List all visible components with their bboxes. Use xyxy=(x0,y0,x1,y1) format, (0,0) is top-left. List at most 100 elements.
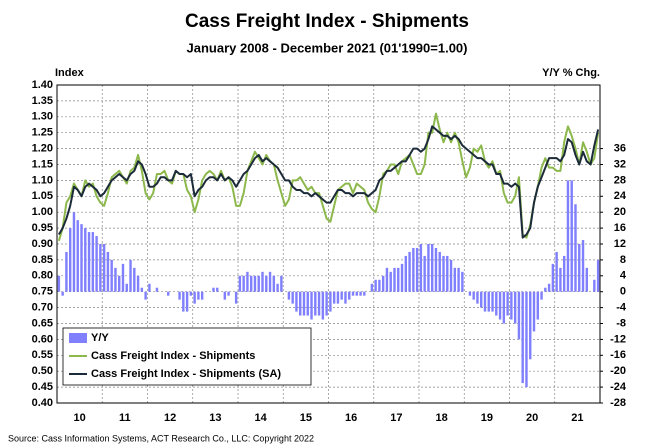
y2-tick-label: 28 xyxy=(614,174,626,186)
bar xyxy=(182,291,185,312)
y2-tick-label: 16 xyxy=(614,222,626,234)
bar xyxy=(348,291,351,300)
bar xyxy=(540,291,543,300)
bar xyxy=(242,275,245,292)
bar xyxy=(381,275,385,292)
y-tick-label: 0.95 xyxy=(32,222,53,234)
bar xyxy=(95,236,98,292)
bar xyxy=(555,251,558,292)
x-tick-label: 10 xyxy=(74,412,86,424)
bar xyxy=(578,244,581,292)
x-tick-label: 16 xyxy=(345,412,357,424)
y-tick-label: 0.60 xyxy=(32,333,53,345)
legend-swatch xyxy=(69,333,87,343)
bar xyxy=(265,275,268,292)
bar xyxy=(427,244,430,292)
y2-tick-label: -4 xyxy=(616,302,627,314)
y-tick-label: 0.80 xyxy=(32,270,53,282)
bar xyxy=(99,244,102,292)
bar xyxy=(559,267,562,292)
x-tick-label: 11 xyxy=(119,412,131,424)
bar xyxy=(547,283,551,292)
x-tick-label: 17 xyxy=(390,412,402,424)
bar xyxy=(133,267,136,292)
x-tick-label: 12 xyxy=(164,412,176,424)
bar xyxy=(280,275,283,292)
bar xyxy=(487,291,490,312)
chart-title: Cass Freight Index - Shipments xyxy=(185,11,469,32)
bar xyxy=(593,279,596,292)
bar xyxy=(400,263,404,292)
bar xyxy=(419,244,423,292)
y2-tick-label: 36 xyxy=(614,143,626,155)
bar xyxy=(472,291,475,300)
bar xyxy=(529,291,532,360)
y-tick-label: 0.70 xyxy=(32,302,53,314)
bar xyxy=(223,291,227,300)
x-tick-label: 21 xyxy=(571,412,583,424)
bar xyxy=(370,283,374,292)
bar xyxy=(129,259,132,292)
bar xyxy=(408,251,411,292)
bar xyxy=(302,291,306,316)
bar xyxy=(299,291,302,316)
y2-axis-label: Y/Y % Chg. xyxy=(542,67,600,79)
y2-tick-label: 0 xyxy=(620,286,626,298)
y2-tick-label: 24 xyxy=(614,190,627,202)
bar xyxy=(114,267,117,292)
y2-tick-label: -28 xyxy=(610,397,626,409)
bar xyxy=(513,291,517,324)
y-tick-label: 0.45 xyxy=(32,381,53,393)
bar xyxy=(234,291,238,304)
bar xyxy=(140,287,144,292)
bar xyxy=(498,291,502,320)
chart-subtitle: January 2008 - December 2021 (01'1990=1.… xyxy=(187,40,468,55)
x-tick-label: 19 xyxy=(481,412,493,424)
line xyxy=(57,112,600,242)
bar xyxy=(521,291,524,384)
bar xyxy=(144,291,147,300)
bar xyxy=(332,291,336,304)
bar xyxy=(261,271,264,292)
bar xyxy=(340,291,343,300)
bar xyxy=(148,283,151,292)
bar xyxy=(118,275,121,292)
bar xyxy=(189,291,193,296)
bar xyxy=(446,255,449,292)
bar xyxy=(585,267,589,292)
bar xyxy=(404,255,408,292)
bar xyxy=(483,291,487,312)
y-tick-label: 1.00 xyxy=(32,206,53,218)
y2-tick-label: -16 xyxy=(610,349,626,361)
y-tick-label: 1.10 xyxy=(32,174,53,186)
bar xyxy=(491,291,494,312)
bar xyxy=(317,291,321,316)
bar xyxy=(291,291,294,304)
bar xyxy=(72,212,76,292)
bar xyxy=(57,275,61,292)
bar xyxy=(310,291,313,320)
bar xyxy=(449,259,453,292)
bar xyxy=(442,255,445,292)
bar xyxy=(106,251,110,292)
bar xyxy=(212,287,215,292)
y2-tick-label: 8 xyxy=(620,254,626,266)
bar xyxy=(457,267,460,292)
bar xyxy=(91,232,95,292)
bar xyxy=(238,275,242,292)
y-axis-label: Index xyxy=(55,67,85,79)
y-tick-label: 1.20 xyxy=(32,143,53,155)
bar xyxy=(329,291,332,312)
bar xyxy=(321,291,325,320)
bar xyxy=(412,247,415,292)
bar xyxy=(295,291,298,312)
bar xyxy=(363,291,366,296)
bar xyxy=(510,291,513,320)
bar xyxy=(246,271,249,292)
bar xyxy=(306,291,309,316)
bar xyxy=(355,291,358,296)
bar xyxy=(351,291,355,296)
bar xyxy=(68,228,72,292)
bar xyxy=(423,255,426,292)
